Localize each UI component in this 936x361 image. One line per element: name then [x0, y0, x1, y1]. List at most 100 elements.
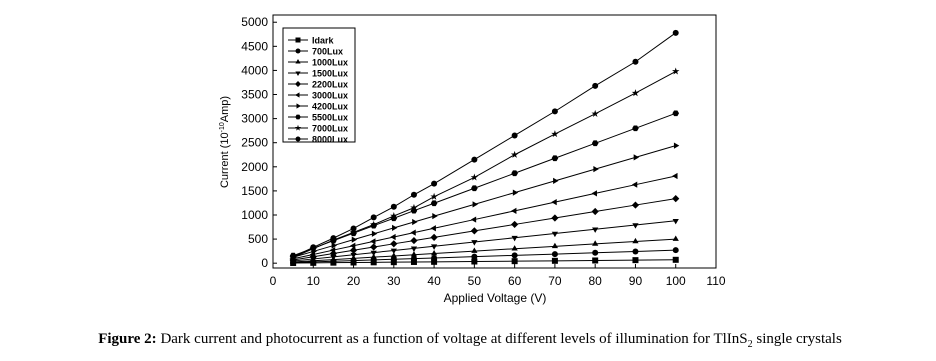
- data-point: [631, 89, 640, 97]
- series-line: [293, 259, 676, 264]
- data-point: [471, 156, 478, 163]
- legend-label: Idark: [312, 36, 335, 46]
- y-tick-label: 500: [248, 232, 268, 246]
- data-point: [592, 82, 599, 89]
- y-label-end: Amp): [219, 96, 231, 122]
- data-point: [370, 238, 376, 245]
- legend-label: 3000Lux: [312, 91, 348, 101]
- caption-end: single crystals: [753, 331, 842, 347]
- data-point: [349, 242, 356, 249]
- data-point: [370, 253, 377, 259]
- series-line: [292, 70, 676, 258]
- data-point: [672, 29, 679, 36]
- data-point: [431, 254, 438, 261]
- y-tick-label: 3000: [241, 112, 268, 126]
- data-point: [471, 185, 478, 192]
- data-point: [632, 125, 639, 132]
- data-point: [632, 237, 639, 244]
- legend-label: 5500Lux: [312, 113, 348, 123]
- data-point: [551, 130, 559, 138]
- y-tick-label: 1000: [241, 208, 268, 222]
- legend-label: 4200Lux: [312, 102, 348, 112]
- series-line: [292, 145, 676, 258]
- data-point: [470, 227, 478, 235]
- data-point: [410, 229, 416, 236]
- data-point: [672, 110, 680, 117]
- data-point: [672, 235, 679, 241]
- x-tick-label: 100: [666, 274, 686, 288]
- legend-marker: [295, 114, 301, 120]
- series-line: [293, 175, 676, 260]
- data-point: [410, 251, 418, 257]
- legend-marker: [296, 103, 301, 109]
- data-point: [472, 201, 478, 208]
- data-point: [672, 195, 680, 203]
- legend-label: 8000Lux: [312, 135, 348, 145]
- data-point: [511, 252, 518, 259]
- data-point: [310, 244, 317, 251]
- data-point: [632, 257, 639, 264]
- data-point: [511, 220, 519, 229]
- data-point: [592, 227, 599, 233]
- data-point: [672, 67, 680, 75]
- data-point: [551, 214, 559, 222]
- data-point: [470, 216, 477, 223]
- x-tick-label: 110: [706, 274, 725, 288]
- data-point: [390, 240, 398, 248]
- data-point: [511, 245, 518, 251]
- legend-marker: [295, 136, 301, 142]
- data-point: [591, 207, 599, 216]
- legend-marker: [294, 124, 302, 131]
- data-point: [329, 249, 338, 258]
- data-point: [551, 108, 558, 115]
- data-point: [309, 253, 317, 261]
- caption-label: Figure 2:: [98, 331, 156, 347]
- data-point: [672, 256, 679, 263]
- series-line: [292, 32, 677, 258]
- data-point: [551, 231, 559, 238]
- data-point: [593, 165, 599, 173]
- caption-sub: 2: [748, 339, 753, 350]
- x-tick-label: 60: [508, 274, 522, 288]
- data-point: [329, 246, 336, 254]
- data-point: [290, 253, 297, 260]
- data-point: [390, 212, 398, 220]
- data-point: [672, 172, 678, 180]
- series-line: [293, 238, 676, 263]
- data-point: [330, 235, 337, 242]
- x-tick-label: 20: [347, 274, 361, 288]
- data-point: [471, 240, 478, 246]
- data-point: [392, 224, 398, 232]
- x-tick-label: 30: [387, 274, 401, 288]
- x-tick-label: 70: [548, 274, 562, 288]
- x-tick-label: 40: [427, 274, 441, 288]
- y-tick-label: 2000: [241, 160, 268, 174]
- series-line: [293, 220, 676, 262]
- data-point: [410, 255, 417, 262]
- data-point: [673, 142, 680, 149]
- legend-marker: [295, 92, 300, 98]
- data-point: [410, 246, 418, 252]
- data-point: [350, 252, 357, 259]
- data-point: [410, 191, 417, 198]
- x-tick-label: 50: [468, 274, 482, 288]
- data-point: [431, 258, 438, 265]
- caption-text: Dark current and photocurrent as a funct…: [157, 331, 748, 347]
- data-point: [331, 242, 338, 249]
- legend-label: 700Lux: [312, 47, 343, 57]
- x-axis-label: Applied Voltage (V): [444, 291, 547, 305]
- y-tick-label: 1500: [241, 184, 268, 198]
- data-point: [370, 214, 377, 221]
- y-tick-label: 2500: [241, 136, 268, 150]
- plot-frame: [272, 14, 717, 269]
- data-point: [553, 177, 559, 184]
- x-tick-label: 90: [629, 274, 643, 288]
- data-point: [410, 236, 418, 245]
- data-point: [430, 249, 438, 256]
- data-point: [592, 257, 599, 264]
- data-point: [632, 223, 639, 229]
- data-point: [631, 201, 640, 209]
- legend-marker: [295, 48, 301, 54]
- series-line: [293, 249, 676, 264]
